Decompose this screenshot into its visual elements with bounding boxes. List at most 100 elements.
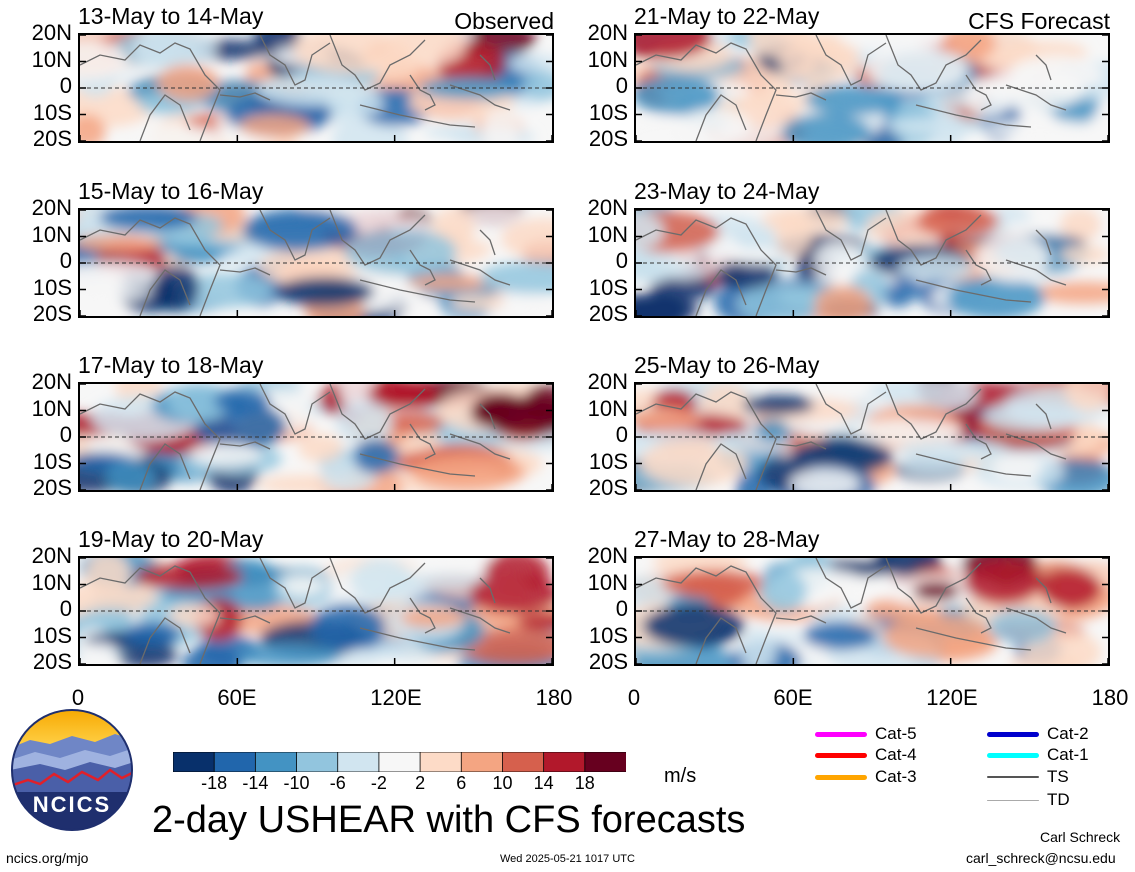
shear-blob [636,293,699,316]
panel-title-2: 15-May to 16-May [78,178,264,204]
legend-item-cat-2: Cat-2 [987,724,1117,744]
colorbar-tick: 10 [492,773,513,793]
lat-label: 0 [59,422,72,447]
lat-label: 0 [59,73,72,98]
lat-label: 10S [32,274,72,300]
lat-label: 0 [615,248,628,273]
shear-blob [649,275,717,301]
lat-label: 10N [31,221,72,247]
coastline [695,443,747,490]
x-tick-0-left: 0 [71,685,85,710]
coastline [359,104,476,128]
coastline [815,210,887,261]
shear-blob [991,453,1043,482]
coastline [359,453,476,477]
shear-blob [80,234,163,253]
colorbar-tick: 18 [574,773,595,793]
shear-field [636,35,1108,141]
coastline [775,441,827,450]
lat-label: 20S [588,649,628,674]
lat-label: 10N [31,569,72,595]
shear-blob [479,261,552,294]
shear-blob [410,454,527,490]
shear-blob [486,288,545,316]
lat-label: 20N [31,543,72,568]
coastline [695,94,747,141]
footer-email: carl_schreck@ncsu.edu [966,850,1116,866]
legend-label: Cat-3 [875,767,917,786]
coastline [1035,54,1052,81]
lat-label: 20N [31,369,72,394]
coastline [139,94,191,141]
lat-label: 10N [587,395,628,421]
shear-blob [814,285,873,316]
lat-label: 20S [32,301,72,326]
shear-blob [367,384,439,409]
lat-label: 20S [32,126,72,151]
lat-label: 10S [588,622,628,648]
coastline [636,217,777,316]
coastline [409,597,436,634]
shear-blob [350,558,413,603]
shear-blob [181,646,243,664]
coastline [1035,577,1052,604]
shear-blob [804,84,903,116]
coastline [80,565,221,664]
panel-title-4: 19-May to 20-May [78,526,264,552]
legend-item-cat-5: Cat-5 [815,724,945,744]
legend-label: TD [1047,790,1070,809]
coastline [80,391,221,490]
coastline [965,597,992,634]
coastline [359,627,476,651]
shear-blob [1060,245,1108,264]
shear-blob [643,604,746,648]
shear-blob [297,433,344,463]
footer-url: ncics.org/mjo [6,850,89,866]
coastline [815,384,887,435]
coastline [219,92,271,101]
coastline [259,35,331,86]
coastline [329,35,426,91]
shear-blob [176,273,274,308]
shear-blob [239,114,310,139]
lat-label: 10N [31,395,72,421]
coastline [259,210,331,261]
shear-blob [946,276,1046,316]
lat-label: 10N [31,46,72,72]
coastline [219,267,271,276]
shear-blob [132,35,216,72]
shear-blob [885,116,986,136]
lat-label: 10N [587,46,628,72]
shear-blob [1040,568,1102,609]
coastline [139,617,191,664]
coastline [329,558,426,614]
map-panel-5 [634,33,1110,143]
colorbar [172,751,627,773]
shear-blob [636,213,665,250]
panel-title-6: 23-May to 24-May [634,178,820,204]
legend-label: Cat-4 [875,745,917,764]
shear-blob [987,608,1058,645]
shear-blob [242,210,358,252]
shear-blob [714,260,779,290]
shear-blob [975,233,1050,282]
coastline [695,269,747,316]
legend-label: Cat-1 [1047,745,1089,764]
shear-blob [982,401,1086,431]
shear-field [80,210,552,316]
colorbar-swatch [296,751,339,773]
coastline [219,615,271,624]
shear-blob [516,613,552,631]
lat-label: 0 [59,248,72,273]
coastline [636,42,777,141]
shear-blob [80,261,162,291]
coastline [915,104,1032,128]
map-panel-3 [78,382,554,492]
coastline [636,565,777,664]
shear-blob [335,399,394,446]
shear-blob [292,35,406,74]
shear-blob [639,438,748,487]
coastline [479,577,496,604]
coastline [915,279,1032,303]
colorbar-swatch [172,751,216,773]
